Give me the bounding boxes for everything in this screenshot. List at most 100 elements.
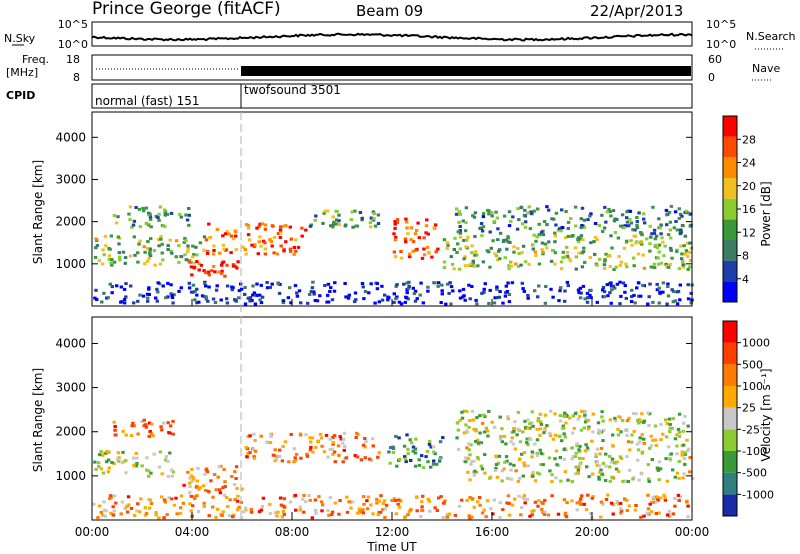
echo-cell [664,435,669,439]
echo-cell [363,437,367,440]
echo-cell [647,424,651,427]
echo-cell [403,457,408,461]
echo-cell [503,256,507,260]
echo-cell [131,223,136,227]
echo-cell [523,225,528,229]
echo-cell [550,494,554,498]
echo-cell [405,296,409,300]
echo-cell [582,426,586,430]
echo-cell [632,264,636,268]
echo-cell [332,289,337,293]
echo-cell [559,479,563,483]
echo-cell [153,263,157,267]
echo-cell [497,295,502,299]
echo-cell [486,208,490,212]
echo-cell [533,479,538,483]
echo-cell [279,503,284,507]
echo-cell [568,259,573,263]
echo-cell [631,477,635,481]
echo-cell [650,458,654,461]
echo-cell [683,414,687,418]
echo-cell [202,501,206,505]
echo-cell [403,455,407,459]
echo-cell [634,241,638,245]
echo-cell [139,497,143,501]
echo-cell [541,250,545,254]
echo-cell [608,479,612,483]
echo-cell [636,458,640,462]
echo-cell [637,440,642,444]
echo-cell [381,508,385,512]
echo-cell [312,290,316,294]
echo-cell [467,283,471,287]
echo-cell [457,220,461,224]
echo-cell [522,464,527,468]
echo-cell [576,471,580,475]
echo-region-6 [92,493,690,520]
echo-cell [611,433,615,437]
echo-cell [311,450,315,454]
echo-cell [432,281,436,285]
echo-cell [142,209,146,213]
echo-cell [657,301,661,305]
echo-cell [577,414,582,418]
echo-cell [162,498,167,502]
echo-cell [576,417,580,421]
echo-cell [468,496,472,499]
echo-cell [579,428,584,432]
echo-cell [192,497,197,501]
echo-cell [116,457,120,461]
echo-cell [492,219,496,223]
echo-cell [376,213,381,217]
echo-cell [108,494,113,498]
echo-cell [686,283,690,287]
echo-cell [470,409,475,413]
echo-cell [573,246,578,250]
echo-cell [344,456,349,460]
echo-cell [169,283,173,287]
echo-cell [159,495,164,499]
echo-cell [179,494,184,498]
echo-cell [455,251,459,254]
echo-cell [170,251,174,255]
echo-cell [442,501,446,505]
time-axis: 00:00 04:00 08:00 12:00 16:00 20:00 00:00 [75,299,709,539]
echo-cell [623,479,627,483]
echo-cell [172,503,177,507]
echo-cell [225,301,230,305]
echo-cell [312,292,316,296]
echo-cell [618,455,623,459]
echo-cell [243,248,247,252]
echo-cell [217,270,221,274]
echo-cell [333,460,337,464]
echo-cell [494,466,498,470]
echo-cell [207,285,211,289]
echo-cell [429,445,433,449]
echo-cell [619,294,623,298]
echo-cell [453,236,457,240]
echo-cell [179,286,183,290]
echo-region-1 [187,260,240,278]
echo-cell [528,227,533,231]
echo-cell [148,247,153,251]
nsearch-tick-top: 10^5 [706,18,736,31]
echo-cell [434,250,438,254]
colorbar-tick-label: 8 [742,250,749,263]
echo-cell [157,516,161,520]
echo-cell [146,299,150,303]
echo-cell [613,231,618,234]
echo-cell [241,245,246,249]
echo-cell [146,240,150,243]
echo-cell [95,298,99,301]
echo-cell [202,235,207,239]
echo-cell [661,240,665,244]
echo-cell [642,514,646,518]
echo-cell [123,256,128,260]
echo-cell [220,261,225,265]
echo-cell [464,238,469,242]
echo-cell [548,469,552,473]
echo-cell [135,456,139,460]
echo-cell [599,515,603,519]
echo-cell [390,499,394,502]
colorbar-swatch [723,451,737,473]
